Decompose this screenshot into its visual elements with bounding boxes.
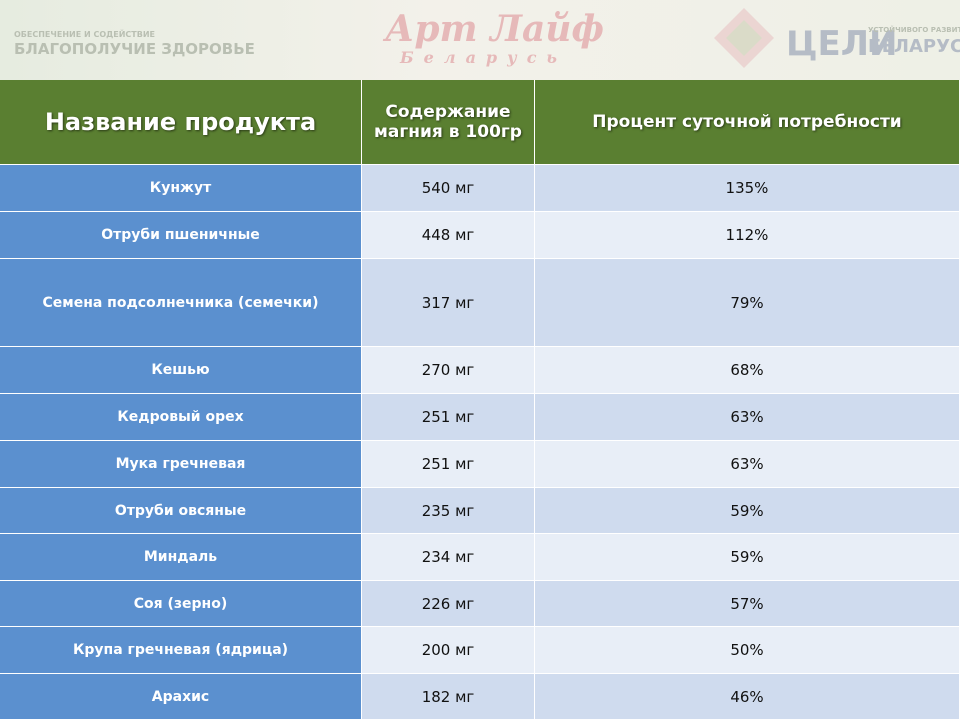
- product-cell: Арахис: [0, 674, 362, 720]
- product-cell: Соя (зерно): [0, 581, 362, 627]
- value-cell: 251 мг: [362, 394, 535, 441]
- product-cell: Кешью: [0, 347, 362, 394]
- header-cell: Название продукта: [0, 80, 362, 165]
- value-cell: 59%: [535, 488, 960, 534]
- logo-text: Беларусь: [400, 48, 567, 67]
- product-cell: Крупа гречневая (ядрица): [0, 627, 362, 674]
- logo-icon: [714, 8, 774, 68]
- value-cell: 200 мг: [362, 627, 535, 674]
- logo-text: Арт Лайф: [385, 8, 604, 50]
- value-cell: 112%: [535, 212, 960, 259]
- header-cell: Содержание магния в 100гр: [362, 80, 535, 165]
- value-cell: 234 мг: [362, 534, 535, 581]
- product-cell: Мука гречневая: [0, 441, 362, 488]
- banner: ОБЕСПЕЧЕНИЕ И СОДЕЙСТВИЕ БЛАГОПОЛУЧИЕ ЗД…: [0, 0, 960, 80]
- value-cell: 50%: [535, 627, 960, 674]
- value-cell: 57%: [535, 581, 960, 627]
- value-cell: 68%: [535, 347, 960, 394]
- header-cell: Процент суточной потребности: [535, 80, 960, 165]
- product-cell: Отруби овсяные: [0, 488, 362, 534]
- value-cell: 235 мг: [362, 488, 535, 534]
- value-cell: 448 мг: [362, 212, 535, 259]
- value-cell: 135%: [535, 165, 960, 212]
- value-cell: 79%: [535, 259, 960, 347]
- value-cell: 270 мг: [362, 347, 535, 394]
- value-cell: 251 мг: [362, 441, 535, 488]
- value-cell: 182 мг: [362, 674, 535, 720]
- value-cell: 46%: [535, 674, 960, 720]
- logo-text: БЛАГОПОЛУЧИЕ ЗДОРОВЬЕ: [14, 40, 255, 58]
- product-cell: Кунжут: [0, 165, 362, 212]
- product-cell: Кедровый орех: [0, 394, 362, 441]
- logo-text: БЕЛАРУСИ: [868, 36, 960, 57]
- product-cell: Миндаль: [0, 534, 362, 581]
- logo-text: ЦЕЛИ: [786, 24, 898, 64]
- table: Название продукта Содержание магния в 100…: [0, 80, 960, 720]
- value-cell: 226 мг: [362, 581, 535, 627]
- value-cell: 540 мг: [362, 165, 535, 212]
- value-cell: 59%: [535, 534, 960, 581]
- value-cell: 63%: [535, 441, 960, 488]
- logo-text: ОБЕСПЕЧЕНИЕ И СОДЕЙСТВИЕ: [14, 30, 155, 39]
- product-cell: Семена подсолнечника (семечки): [0, 259, 362, 347]
- value-cell: 317 мг: [362, 259, 535, 347]
- logo-text: УСТОЙЧИВОГО РАЗВИТИЯ В: [868, 26, 960, 34]
- value-cell: 63%: [535, 394, 960, 441]
- product-cell: Отруби пшеничные: [0, 212, 362, 259]
